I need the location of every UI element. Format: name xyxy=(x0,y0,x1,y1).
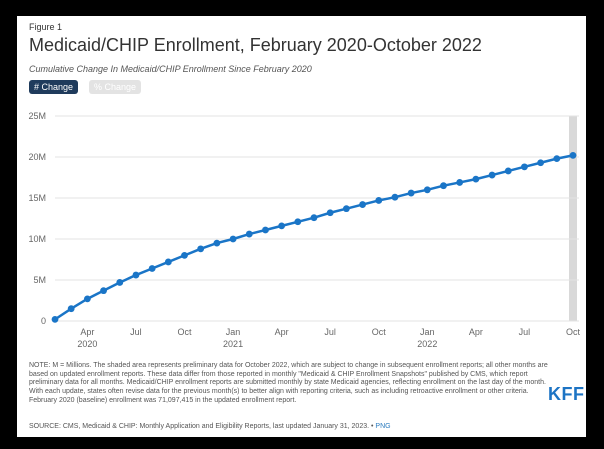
x-tick-label: Apr xyxy=(80,327,94,337)
x-tick-label: Jul xyxy=(324,327,336,337)
x-tick-label: Apr xyxy=(469,327,483,337)
data-point xyxy=(342,205,350,213)
y-tick-label: 5M xyxy=(33,275,46,285)
x-tick-label: Jul xyxy=(519,327,531,337)
data-point xyxy=(326,209,334,217)
x-tick-label: Jan xyxy=(226,327,241,337)
y-tick-label: 20M xyxy=(28,152,46,162)
data-point xyxy=(569,151,577,159)
data-point xyxy=(375,197,383,204)
x-tick-year-label: 2021 xyxy=(223,339,243,349)
chart-source: SOURCE: CMS, Medicaid & CHIP: Monthly Ap… xyxy=(29,423,391,430)
data-point xyxy=(310,214,318,222)
x-tick-year-label: 2022 xyxy=(417,339,437,349)
x-tick-label: Oct xyxy=(566,327,581,337)
number-change-toggle[interactable]: # Change xyxy=(29,80,79,94)
enrollment-line-chart: 0 5M 10M 15M 20M 25M Apr 2020 Jul Oct Jan 2021 Apr Ju… xyxy=(28,111,581,349)
data-point xyxy=(521,163,528,171)
x-tick-label: Jan xyxy=(420,327,435,337)
data-point xyxy=(472,175,480,183)
data-point xyxy=(391,193,399,201)
data-point xyxy=(197,245,205,253)
data-point xyxy=(67,305,75,313)
chart-title: Medicaid/CHIP Enrollment, February 2020-… xyxy=(29,35,482,55)
enrollment-series-line xyxy=(54,154,574,321)
chart-subtitle: Cumulative Change In Medicaid/CHIP Enrol… xyxy=(29,64,312,74)
y-tick-label: 15M xyxy=(28,193,46,203)
data-point xyxy=(213,239,221,247)
png-download-link[interactable]: PNG xyxy=(375,423,391,430)
percent-change-toggle[interactable]: % Change xyxy=(89,80,142,94)
y-tick-label: 25M xyxy=(28,111,46,121)
chart-note: NOTE: M = Millions. The shaded area repr… xyxy=(29,362,548,404)
data-point xyxy=(278,222,286,230)
data-point xyxy=(245,230,253,238)
data-point xyxy=(456,179,464,186)
x-tick-year-label: 2020 xyxy=(77,339,97,349)
data-point xyxy=(83,295,91,303)
data-point xyxy=(359,201,366,208)
data-point xyxy=(148,265,156,272)
data-point xyxy=(537,159,545,167)
data-point xyxy=(407,189,415,197)
x-tick-label: Oct xyxy=(372,327,387,337)
data-point xyxy=(132,271,140,279)
data-point xyxy=(100,287,107,295)
source-text: SOURCE: CMS, Medicaid & CHIP: Monthly Ap… xyxy=(29,423,374,430)
x-tick-label: Oct xyxy=(177,327,192,337)
figure-card: Figure 1 Medicaid/CHIP Enrollment, Febru… xyxy=(17,16,586,437)
data-point xyxy=(440,182,447,190)
data-point xyxy=(294,218,302,226)
y-tick-label: 10M xyxy=(28,234,46,244)
data-point xyxy=(553,155,561,163)
data-point xyxy=(423,186,431,194)
data-point xyxy=(262,226,269,234)
preliminary-data-shade xyxy=(569,116,577,321)
kff-logo: KFF xyxy=(548,384,585,404)
y-tick-label: 0 xyxy=(41,316,46,326)
x-tick-label: Jul xyxy=(130,327,142,337)
x-tick-label: Apr xyxy=(275,327,289,337)
data-point xyxy=(488,171,496,179)
data-point xyxy=(164,258,172,266)
data-point xyxy=(504,167,512,175)
data-point xyxy=(181,252,188,259)
data-point xyxy=(51,315,59,323)
data-point xyxy=(229,235,237,243)
data-point xyxy=(116,279,124,286)
figure-label: Figure 1 xyxy=(29,22,63,32)
